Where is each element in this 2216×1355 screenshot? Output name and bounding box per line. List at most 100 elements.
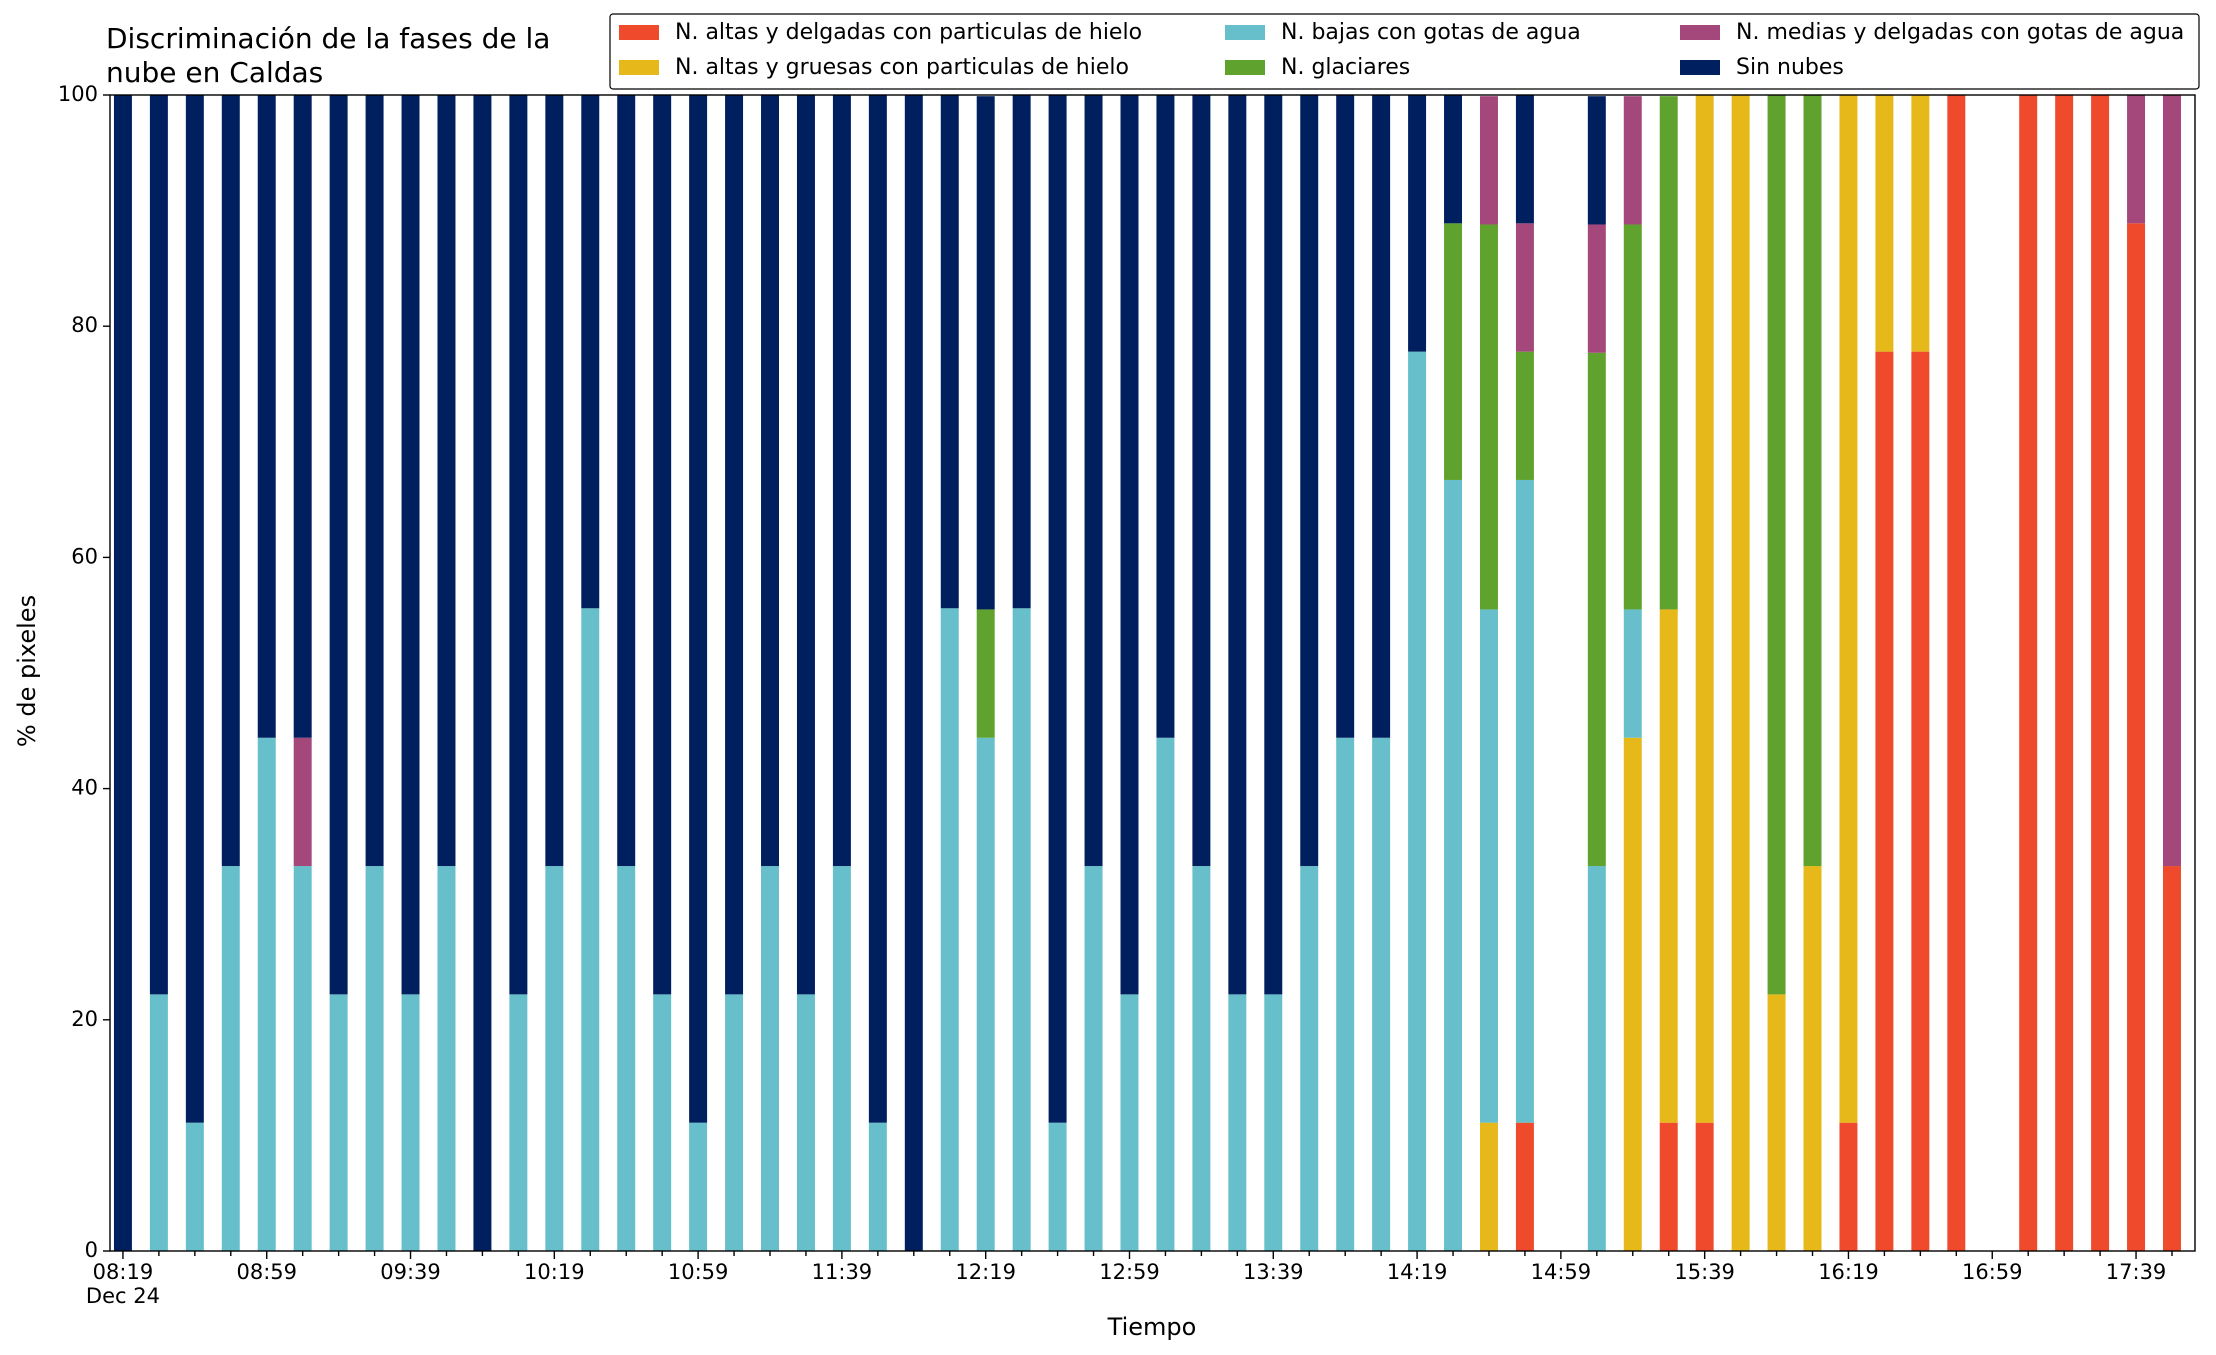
y-tick-label: 40 <box>71 776 98 800</box>
x-tick-label: 16:59 <box>1962 1260 2023 1284</box>
bar-segment <box>1192 95 1211 867</box>
bar-segment <box>1479 224 1498 610</box>
bar-segment <box>1120 994 1139 1251</box>
bar-segment <box>2019 95 2038 1251</box>
bar-segment <box>1444 223 1463 480</box>
bar-segment <box>149 994 168 1251</box>
bar-segment <box>1587 352 1606 867</box>
legend-label: N. altas y delgadas con particulas de hi… <box>675 20 1142 45</box>
bar-segment <box>1264 994 1283 1251</box>
bar-segment <box>976 737 995 1251</box>
bar-segment <box>1659 609 1678 1123</box>
plot-frame <box>109 94 2196 1252</box>
bar-segment <box>976 96 995 610</box>
bar-segment <box>761 95 779 867</box>
x-tick-label: 10:59 <box>668 1260 729 1284</box>
bar-segment <box>1336 95 1355 738</box>
bar-segment <box>581 608 600 1251</box>
bar-segment <box>1875 351 1894 1252</box>
bar-segment <box>940 608 959 1251</box>
bar-segment <box>1659 96 1678 610</box>
bar-segment <box>689 1122 708 1251</box>
bar-segment <box>1731 95 1750 1251</box>
bar-segment <box>1372 95 1391 738</box>
bar-segment <box>1084 95 1103 867</box>
bar-segment <box>1228 95 1247 995</box>
bar-segment <box>617 866 636 1251</box>
bar-segment <box>1911 351 1930 1252</box>
bar-segment <box>1228 994 1247 1251</box>
legend-swatch <box>1680 25 1720 40</box>
bar-segment <box>509 95 528 995</box>
bar-segment <box>365 95 384 867</box>
y-axis-label: % de pixeles <box>13 595 41 747</box>
legend-swatch <box>1680 60 1720 75</box>
bar-segment <box>904 95 923 1251</box>
bar-segment <box>1264 95 1283 995</box>
legend-box <box>609 13 2200 90</box>
bar-segment <box>1156 95 1175 738</box>
legend-swatch <box>619 60 659 75</box>
legend-label: N. glaciares <box>1281 55 1410 80</box>
bar-segment <box>1120 95 1139 995</box>
bar-segment <box>617 95 636 867</box>
bar-segment <box>401 994 420 1251</box>
legend-label: N. medias y delgadas con gotas de agua <box>1736 20 2184 45</box>
bar-segment <box>437 95 456 867</box>
bar-segment <box>221 866 240 1251</box>
bar-segment <box>1623 737 1642 1251</box>
legend-label: N. altas y gruesas con particulas de hie… <box>675 55 1129 80</box>
bar-segment <box>1587 96 1606 225</box>
bar-segment <box>1479 96 1498 225</box>
bar-segment <box>1372 737 1391 1251</box>
x-tick-label: 12:59 <box>1099 1260 1160 1284</box>
bar-segment <box>1803 866 1822 1251</box>
bar-segment <box>1947 95 1966 1251</box>
x-tick-label: 08:19 <box>93 1260 154 1284</box>
y-tick-label: 0 <box>85 1238 98 1262</box>
bar-segment <box>473 95 492 1251</box>
bar-segment <box>1875 95 1894 352</box>
bar-segment <box>1695 95 1714 1123</box>
bar-segment <box>1444 95 1463 224</box>
bar-segment <box>1300 95 1319 867</box>
bar-segment <box>832 866 851 1251</box>
y-tick-label: 60 <box>71 544 98 568</box>
bar-segment <box>329 994 348 1251</box>
bar-segment <box>1659 1122 1678 1251</box>
bar-segment <box>1012 95 1031 609</box>
bar-segment <box>545 95 564 867</box>
bar-segment <box>545 866 564 1251</box>
bar-segment <box>1444 479 1463 1251</box>
bar-segment <box>653 95 672 995</box>
bar-segment <box>1515 351 1534 480</box>
x-tick-label: 14:19 <box>1387 1260 1448 1284</box>
x-tick-label: 17:39 <box>2106 1260 2167 1284</box>
bar-segment <box>329 95 348 995</box>
bar-segment <box>1623 609 1642 738</box>
bar-segment <box>1479 609 1498 1123</box>
x-tick-label: 12:19 <box>955 1260 1016 1284</box>
y-tick-label: 100 <box>58 82 98 106</box>
legend-label: N. bajas con gotas de agua <box>1281 20 1581 45</box>
bar-segment <box>2091 95 2110 1251</box>
bar-segment <box>2055 95 2074 1251</box>
bar-segment <box>653 994 672 1251</box>
bar-segment <box>1515 479 1534 1123</box>
bar-segment <box>1408 351 1427 1252</box>
chart-title: Discriminación de la fases de la <box>106 22 550 55</box>
x-tick-label: 16:19 <box>1818 1260 1879 1284</box>
bar-segment <box>1839 1122 1858 1251</box>
bar-segment <box>976 609 995 738</box>
x-date-label: Dec 24 <box>86 1284 160 1308</box>
bar-segment <box>2163 866 2181 1251</box>
bar-segment <box>293 95 312 738</box>
x-tick-label: 13:39 <box>1243 1260 1304 1284</box>
bar-segment <box>149 95 168 995</box>
bar-segment <box>1803 95 1822 867</box>
bar-segment <box>221 95 240 867</box>
bar-segment <box>761 866 779 1251</box>
bar-segment <box>2127 223 2146 1251</box>
bar-segment <box>185 95 204 1123</box>
